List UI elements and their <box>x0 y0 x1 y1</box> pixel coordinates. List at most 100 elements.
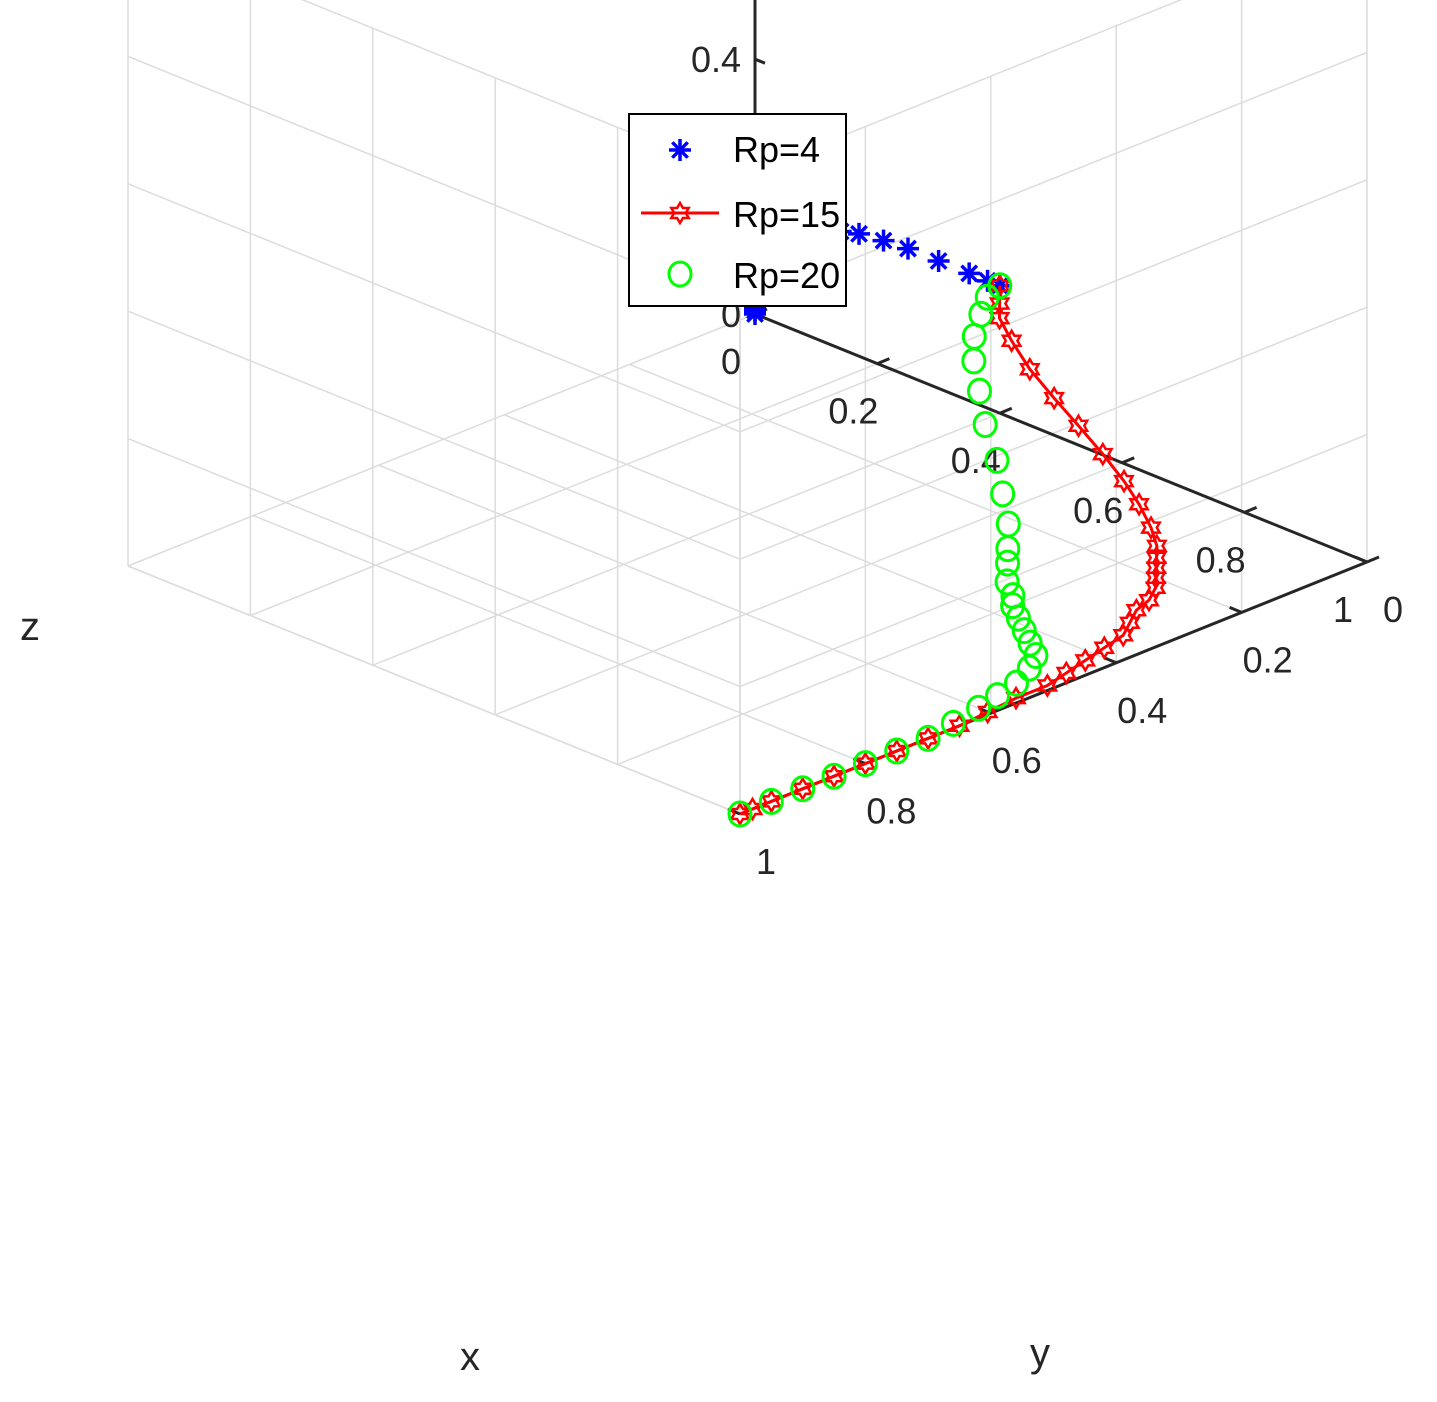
grid-line <box>629 363 1242 614</box>
x-axis-label: x <box>460 1335 480 1379</box>
data-point <box>974 283 1000 311</box>
data-point <box>1138 587 1160 613</box>
data-point <box>1043 385 1065 411</box>
data-point <box>1067 413 1090 439</box>
data-point <box>1112 622 1135 648</box>
data-point <box>1145 565 1167 591</box>
grid-line <box>127 310 741 560</box>
data-point <box>995 535 1021 563</box>
legend-entry-rp15: Rp=15 <box>733 194 840 235</box>
data-point <box>1036 673 1059 698</box>
y-tick-label: 0 <box>1383 589 1403 630</box>
z-tick-label: 0.4 <box>691 39 741 80</box>
data-point <box>1011 617 1037 645</box>
legend-swatch-rp15 <box>641 200 719 226</box>
legend-swatch-rp20 <box>667 260 693 288</box>
data-point <box>727 800 753 828</box>
data-point <box>852 750 878 778</box>
grid-line <box>372 412 1001 666</box>
grid-line <box>127 313 756 567</box>
x-tick <box>876 357 890 365</box>
x-tick <box>999 406 1013 415</box>
data-point <box>1005 604 1031 632</box>
legend: Rp=4 Rp=15 Rp=20 <box>628 113 847 307</box>
z-axis-label: z <box>20 605 40 649</box>
x-tick-label: 0.4 <box>951 440 1001 481</box>
data-point <box>1018 356 1041 382</box>
data-point <box>758 787 784 815</box>
y-tick-label: 0.8 <box>866 791 916 832</box>
data-point <box>1113 468 1135 494</box>
data-point <box>995 510 1021 538</box>
data-point <box>961 347 987 375</box>
data-point <box>1128 491 1150 517</box>
y-tick <box>1354 555 1368 564</box>
data-point <box>988 290 1011 316</box>
y-tick <box>1229 606 1243 614</box>
grid-line <box>127 183 741 433</box>
grid-line <box>378 464 992 714</box>
data-point <box>961 322 987 350</box>
x-tick-label: 0.2 <box>828 391 878 432</box>
data-point <box>897 237 919 260</box>
grid-line <box>494 462 1123 716</box>
y-tick-label: 0.2 <box>1243 639 1293 680</box>
grid-line <box>739 433 1368 688</box>
data-point <box>821 762 847 790</box>
grid-line <box>739 179 1368 433</box>
x-tick-label: 0.6 <box>1073 490 1123 531</box>
grid-line <box>617 511 1245 766</box>
data-point <box>985 682 1011 710</box>
data-point <box>966 377 992 405</box>
data-point <box>1055 660 1078 686</box>
grid-line <box>253 514 866 765</box>
data-point <box>958 262 981 285</box>
data-point <box>948 713 971 739</box>
data-point <box>915 724 941 752</box>
x-tick-label: 0.8 <box>1196 539 1246 580</box>
x-tick-label: 0 <box>721 341 741 382</box>
data-point <box>1093 635 1116 661</box>
data-point <box>990 480 1016 508</box>
data-point <box>1074 647 1097 673</box>
y-tick-label: 1 <box>756 841 776 882</box>
legend-marker <box>667 260 693 288</box>
legend-swatch-rp4 <box>669 139 691 161</box>
x-tick <box>1121 456 1135 465</box>
data-point <box>1016 654 1042 682</box>
x-axis-line <box>754 312 1368 564</box>
data-point <box>872 229 895 252</box>
x-tick <box>1244 506 1258 514</box>
legend-marker <box>669 139 691 161</box>
legend-marker <box>669 200 691 226</box>
grid-line <box>503 414 1117 664</box>
data-point <box>790 775 816 803</box>
y-tick-label: 0.4 <box>1117 690 1167 731</box>
data-point <box>1000 328 1023 354</box>
data-point <box>884 737 910 765</box>
grid-line <box>739 306 1368 560</box>
data-point <box>995 549 1021 577</box>
grid-line <box>127 437 741 688</box>
data-point <box>1003 669 1029 697</box>
grid-line <box>250 362 878 617</box>
data-point <box>927 250 950 272</box>
data-point <box>972 411 998 439</box>
legend-entry-rp20: Rp=20 <box>733 255 840 296</box>
y-tick <box>1103 656 1117 665</box>
data-point <box>848 222 871 245</box>
data-point <box>966 694 992 722</box>
x-tick <box>1366 555 1380 564</box>
data-point <box>940 709 966 737</box>
data-point <box>1091 441 1114 467</box>
z-tick <box>754 57 766 65</box>
data-point <box>1000 592 1026 620</box>
series-1 <box>729 273 1168 827</box>
x-tick-label: 1 <box>1333 589 1353 630</box>
data-point <box>984 446 1010 474</box>
data-point <box>1140 515 1162 541</box>
data-point <box>1146 533 1168 559</box>
y-tick-label: 0.6 <box>992 740 1042 781</box>
legend-box <box>628 113 847 307</box>
